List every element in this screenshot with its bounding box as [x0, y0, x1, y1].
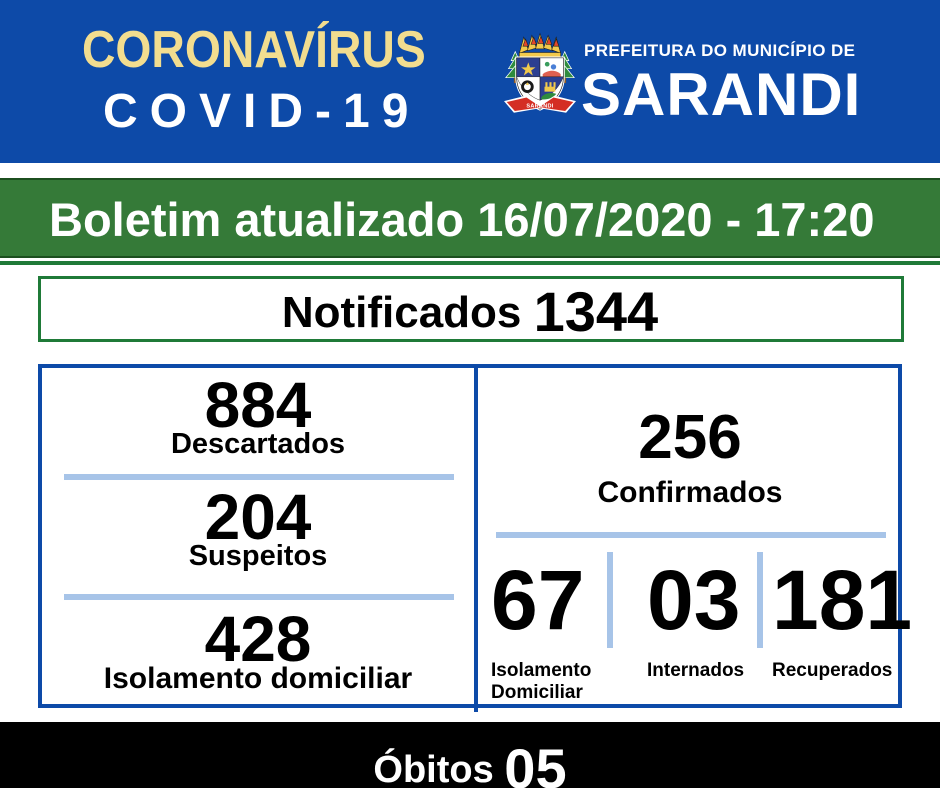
svg-text:SARANDI: SARANDI	[526, 103, 553, 109]
